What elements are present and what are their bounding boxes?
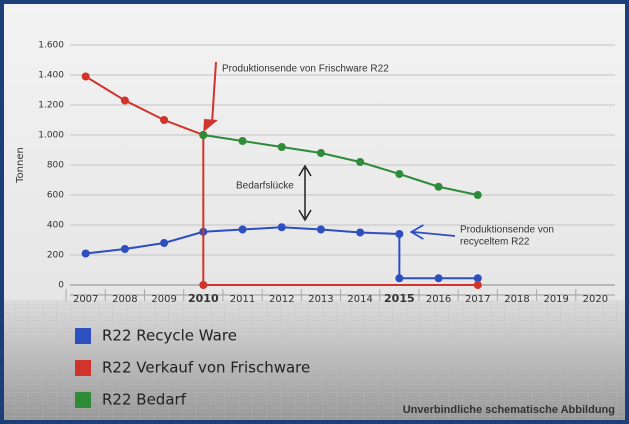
floor-grid	[4, 300, 625, 420]
y-tick-label: 1.200	[38, 101, 64, 111]
y-tick-label: 1.600	[38, 41, 64, 51]
x-tick-label: 2016	[426, 294, 451, 305]
annotation: Produktionsende von Frischware R22	[222, 64, 389, 75]
series-marker	[356, 228, 365, 237]
series-marker	[81, 72, 90, 81]
x-tick-label: 2012	[269, 294, 294, 305]
series-marker	[316, 149, 325, 157]
series-marker	[395, 230, 404, 238]
series-marker	[434, 274, 443, 283]
y-tick-label: 600	[47, 191, 64, 201]
arrow	[409, 224, 456, 240]
y-tick-label: 1.400	[38, 71, 64, 81]
series-marker	[238, 137, 247, 145]
series-marker	[316, 225, 325, 234]
series-marker	[238, 225, 247, 234]
x-tick-label: 2007	[73, 294, 98, 305]
x-tick-label: 2015	[384, 292, 415, 305]
legend-label: R22 Bedarf	[102, 391, 187, 409]
footnote: Unverbindliche schematische Abbildung	[403, 404, 615, 416]
x-tick-label: 2013	[308, 294, 333, 305]
x-tick-label: 2008	[112, 294, 137, 305]
y-axis-label: Tonnen	[15, 147, 26, 184]
series-marker	[395, 274, 404, 283]
series-marker	[356, 158, 365, 166]
x-tick-label: 2020	[583, 294, 608, 305]
legend-label: R22 Verkauf von Frischware	[102, 359, 310, 377]
series-line	[85, 226, 478, 280]
annotation: Bedarfslücke	[236, 181, 294, 192]
arrow	[211, 61, 217, 124]
series-marker	[473, 281, 482, 289]
double-arrow	[298, 164, 312, 222]
y-tick-label: 400	[47, 221, 64, 231]
annotation: recyceltem R22	[460, 237, 530, 248]
series-marker	[434, 182, 443, 191]
series-marker	[395, 170, 404, 178]
y-tick-label: 800	[47, 161, 64, 171]
x-tick-label: 2009	[151, 294, 176, 305]
series-marker	[199, 131, 208, 139]
legend-swatch	[75, 360, 91, 376]
x-tick-label: 2018	[504, 294, 529, 305]
series-marker	[81, 249, 90, 258]
series-marker	[120, 245, 129, 253]
series-marker	[120, 96, 129, 105]
series-marker	[473, 191, 482, 199]
legend-swatch	[75, 328, 91, 344]
series-marker	[473, 274, 482, 283]
x-tick-label: 2017	[465, 294, 490, 305]
x-tick-label: 2011	[230, 294, 255, 305]
legend-swatch	[75, 392, 91, 408]
x-tick-label: 2014	[347, 294, 372, 305]
series-line	[85, 75, 478, 286]
series-line	[203, 134, 478, 196]
x-tick-label: 2019	[543, 294, 568, 305]
y-tick-label: 1.000	[38, 131, 64, 141]
annotation: Produktionsende von	[460, 225, 554, 236]
legend-label: R22 Recycle Ware	[102, 327, 237, 345]
series-marker	[199, 281, 208, 289]
y-tick-label: 0	[58, 281, 64, 291]
y-tick-label: 200	[47, 251, 64, 261]
series-marker	[160, 239, 169, 247]
x-tick-label: 2010	[188, 292, 219, 305]
series-marker	[277, 143, 286, 151]
series-marker	[277, 223, 286, 232]
series-marker	[160, 116, 169, 124]
arrow-head	[203, 119, 218, 132]
